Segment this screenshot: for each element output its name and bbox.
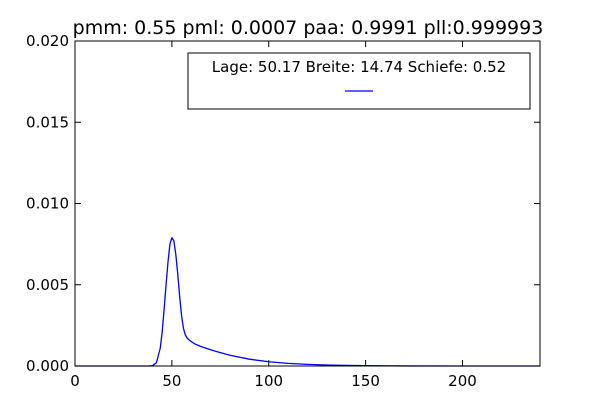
legend-label: Lage: 50.17 Breite: 14.74 Schiefe: 0.52 [212,58,506,76]
y-tick-label: 0.000 [26,357,69,375]
plot-frame [74,40,541,367]
y-tick-label: 0.020 [26,32,69,50]
x-tick-label: 100 [254,372,283,390]
chart-title: pmm: 0.55 pml: 0.0007 paa: 0.9991 pll:0.… [73,17,544,39]
series-line [75,236,540,367]
x-tick-label: 50 [162,372,181,390]
x-tick-label: 150 [351,372,380,390]
x-tick-label: 200 [448,372,477,390]
legend-box [187,52,531,110]
x-tick-label: 0 [70,372,80,390]
series-layer [75,236,540,367]
y-tick-label: 0.010 [26,195,69,213]
axis-ticks: 0 50 100 150 200 0.000 0.005 0.010 0.015 0.020 [26,32,540,390]
legend: Lage: 50.17 Breite: 14.74 Schiefe: 0.52 [187,52,531,110]
y-tick-label: 0.005 [26,276,69,294]
y-tick-label: 0.015 [26,113,69,131]
